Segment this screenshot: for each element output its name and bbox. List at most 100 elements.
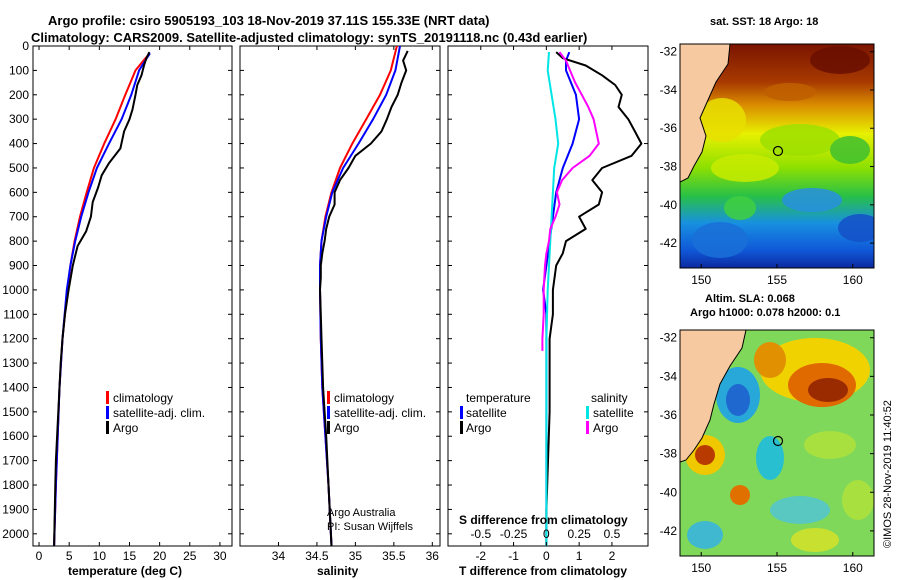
depth-tick-label: 1200 [2, 332, 29, 346]
depth-tick-label: 1300 [2, 356, 29, 370]
series-line-s-argo [541, 51, 600, 351]
x-tick-label: 34.5 [305, 549, 329, 563]
sla-map-axes: -32 -34 -36 -38 -40 -42 150 155 160 [660, 331, 874, 575]
temperature-axis-label: temperature (deg C) [68, 564, 182, 578]
x-tick-label: 10 [93, 549, 107, 563]
lat-tick-label: -32 [660, 331, 678, 345]
legend-label-s-satellite: satellite [593, 406, 634, 420]
legend-swatch-argo [106, 421, 109, 434]
s-tick-label: 0.5 [604, 527, 621, 541]
series-line-s-satellite [545, 52, 560, 546]
x-tick-label: 0 [543, 549, 550, 563]
sla-profile-marker [772, 435, 784, 447]
lat-tick-label: -32 [660, 45, 678, 59]
sla-map [680, 330, 874, 556]
lon-tick-label: 160 [843, 561, 863, 575]
legend-label-argo: Argo [113, 421, 139, 435]
lon-tick-label: 160 [843, 273, 863, 287]
t-difference-axis-label: T difference from climatology [459, 564, 627, 578]
legend-label-satellite: satellite-adj. clim. [334, 406, 426, 420]
lat-tick-label: -38 [660, 160, 678, 174]
temperature-legend: climatology satellite-adj. clim. Argo [106, 391, 205, 435]
legend-swatch-climatology [327, 391, 330, 404]
sst-profile-marker [772, 145, 784, 157]
lat-tick-label: -42 [660, 524, 678, 538]
depth-tick-label: 600 [9, 185, 29, 199]
legend-label-argo: Argo [334, 421, 360, 435]
credit-line1: Argo Australia [327, 507, 396, 519]
depth-tick-label: 700 [9, 210, 29, 224]
x-tick-label: 36 [426, 549, 440, 563]
series-line-t-argo [545, 51, 643, 546]
x-tick-label: 0 [36, 549, 43, 563]
depth-tick-label: 100 [9, 63, 29, 77]
depth-tick-label: 2000 [2, 527, 29, 541]
salinity-lines [319, 46, 409, 546]
salinity-x-axis: 34 34.5 35 35.5 36 [272, 46, 440, 563]
depth-tick-label: 1800 [2, 478, 29, 492]
sst-map [680, 44, 874, 268]
credit-line2: PI: Susan Wijffels [327, 521, 413, 533]
lon-tick-label: 155 [767, 273, 787, 287]
salinity-panel-frame [239, 45, 441, 547]
lat-tick-label: -36 [660, 408, 678, 422]
series-line-satellite-adj-clim- [53, 52, 151, 546]
lat-tick-label: -34 [660, 369, 678, 383]
lon-tick-label: 150 [691, 561, 711, 575]
lat-tick-label: -36 [660, 121, 678, 135]
legend-swatch-t-argo [460, 421, 463, 434]
depth-tick-label: 200 [9, 88, 29, 102]
s-tick-label: 0 [543, 527, 550, 541]
sla-land [680, 330, 746, 462]
legend-label-t-argo: Argo [466, 421, 492, 435]
legend-swatch-argo [327, 421, 330, 434]
series-line-argo [53, 51, 151, 546]
legend-swatch-satellite [106, 406, 109, 419]
temperature-panel-frame [32, 45, 233, 547]
sla-map-title-line1: Altim. SLA: 0.068 [705, 293, 795, 305]
depth-tick-label: 800 [9, 234, 29, 248]
legend-label-t-satellite: satellite [466, 406, 507, 420]
lat-tick-label: -42 [660, 236, 678, 250]
depth-tick-label: 500 [9, 161, 29, 175]
temperature-x-axis: 0 5 10 15 20 25 30 [36, 46, 227, 563]
x-tick-label: 20 [153, 549, 167, 563]
depth-tick-label: 1100 [3, 307, 29, 321]
legend-label-climatology: climatology [334, 391, 394, 405]
s-tick-label: -0.25 [500, 527, 528, 541]
depth-tick-label: 1400 [2, 380, 29, 394]
imos-watermark: ©IMOS 28-Nov-2019 11:40:52 [882, 400, 894, 548]
x-tick-label: 15 [123, 549, 137, 563]
lat-tick-label: -40 [660, 485, 678, 499]
x-tick-label: 34 [272, 549, 286, 563]
x-tick-label: 2 [609, 549, 616, 563]
depth-tick-label: 1900 [2, 502, 29, 516]
legend-swatch-satellite [327, 406, 330, 419]
lon-tick-label: 150 [691, 273, 711, 287]
depth-tick-label: 0 [22, 39, 29, 53]
x-tick-label: 1 [576, 549, 583, 563]
legend-swatch-s-argo [586, 421, 589, 434]
depth-axis: 0 100 200 300 400 500 600 700 800 900 1000 1100 1200… [2, 39, 648, 541]
sst-land [680, 44, 730, 182]
x-tick-label: 30 [213, 549, 227, 563]
depth-tick-label: 1700 [2, 454, 29, 468]
sst-map-title: sat. SST: 18 Argo: 18 [710, 16, 818, 28]
lat-tick-label: -40 [660, 198, 678, 212]
sla-map-title-line2: Argo h1000: 0.078 h2000: 0.1 [690, 307, 840, 319]
sst-map-axes: -32 -34 -36 -38 -40 -42 150 155 160 [660, 45, 874, 287]
depth-tick-label: 1600 [2, 429, 29, 443]
series-line-climatology [53, 55, 149, 546]
difference-x-axis: -2 -1 0 1 2 -0.5 -0.25 0 0.25 0.5 [470, 46, 621, 563]
legend-label-satellite: satellite-adj. clim. [113, 406, 205, 420]
legend-label-s-argo: Argo [593, 421, 619, 435]
salinity-legend: climatology satellite-adj. clim. Argo [327, 391, 426, 435]
depth-tick-label: 300 [9, 112, 29, 126]
figure-title-line2: Climatology: CARS2009. Satellite-adjuste… [31, 30, 587, 45]
depth-tick-label: 1000 [2, 283, 29, 297]
lon-tick-label: 155 [767, 561, 787, 575]
s-tick-label: 0.25 [567, 527, 591, 541]
legend-swatch-t-satellite [460, 406, 463, 419]
x-tick-label: 35.5 [382, 549, 406, 563]
